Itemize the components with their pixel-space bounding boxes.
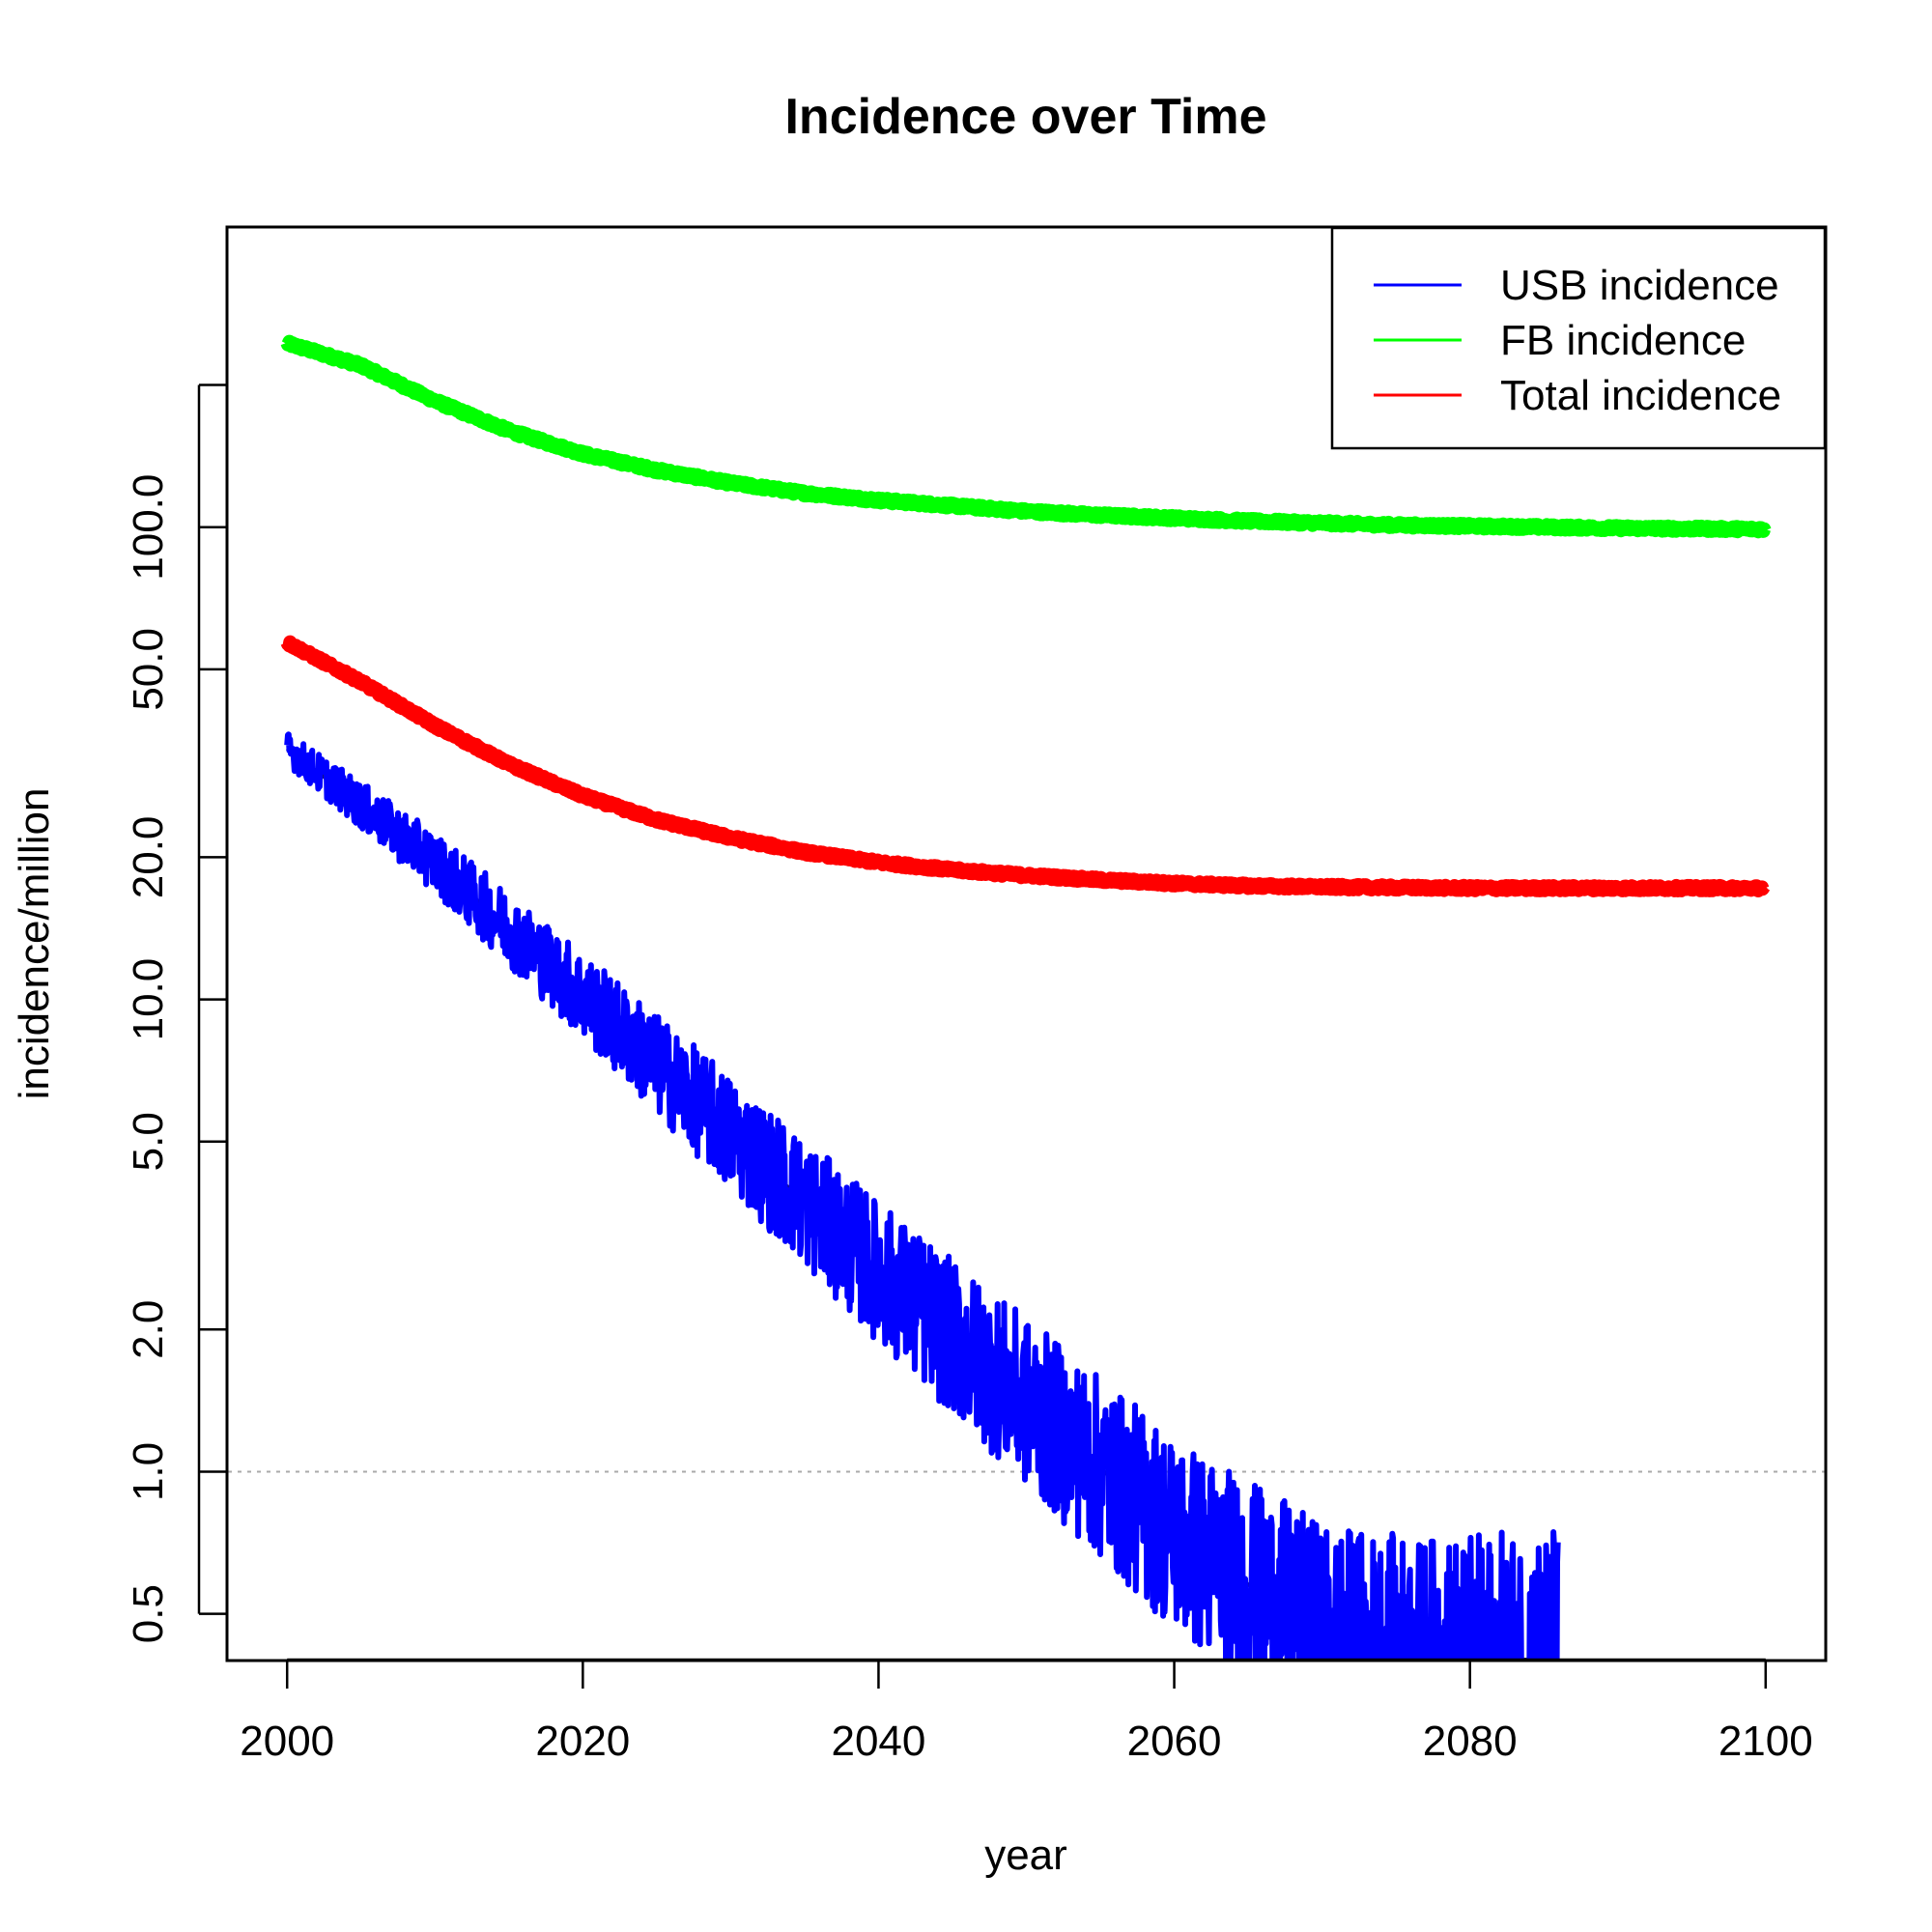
y-axis: 0.5 1.0 2.0 5.0 10.0 20.0 50.0 100.0: [125, 384, 228, 1643]
y-tick-label: 0.5: [125, 1584, 172, 1643]
y-tick-label: 1.0: [125, 1442, 172, 1501]
plot-area: [228, 334, 1825, 1660]
x-axis: 2000 2020 2040 2060 2080 2100: [240, 1658, 1813, 1765]
series-line: [280, 334, 1772, 539]
x-tick-label: 2080: [1423, 1718, 1518, 1765]
x-axis-label: year: [984, 1832, 1067, 1879]
x-tick-label: 2060: [1127, 1718, 1222, 1765]
legend-label-fb: FB incidence: [1500, 317, 1746, 364]
y-tick-label: 20.0: [125, 816, 172, 899]
x-tick-label: 2000: [240, 1718, 334, 1765]
series-total-incidence: [280, 635, 1772, 897]
y-tick-label: 2.0: [125, 1300, 172, 1359]
series-line: [280, 635, 1772, 897]
legend-box: [1330, 226, 1827, 450]
chart-title: Incidence over Time: [784, 89, 1266, 145]
legend-label-total: Total incidence: [1500, 372, 1781, 419]
x-tick-label: 2100: [1719, 1718, 1813, 1765]
y-tick-label: 50.0: [125, 628, 172, 711]
legend: USB incidence FB incidence Total inciden…: [1330, 226, 1827, 450]
series-fb-incidence: [280, 334, 1772, 539]
x-tick-label: 2040: [831, 1718, 925, 1765]
y-tick-label: 5.0: [125, 1112, 172, 1171]
x-tick-label: 2020: [535, 1718, 630, 1765]
y-tick-label: 100.0: [125, 474, 172, 581]
legend-label-usb: USB incidence: [1500, 262, 1779, 309]
y-tick-label: 10.0: [125, 958, 172, 1041]
series-line: [284, 731, 1561, 1660]
y-axis-label: incidence/million: [11, 788, 58, 1100]
series-usb-incidence: [284, 731, 1561, 1660]
